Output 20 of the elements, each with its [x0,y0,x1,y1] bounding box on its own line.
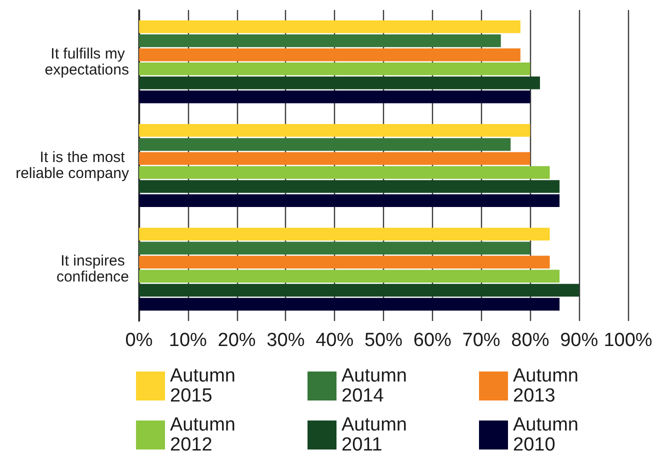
x-tick-label: 20% [218,330,256,351]
y-tick-label: It inspires confidence [56,252,129,286]
legend-label: Autumn 2015 [170,366,241,406]
x-tick-label: 70% [462,330,500,351]
x-tick-label: 30% [266,330,305,351]
x-tick-label: 0% [125,330,153,351]
x-tick-label: 60% [413,330,452,351]
legend-label: Autumn 2013 [513,366,584,406]
x-tick-label: 90% [560,330,598,351]
x-tick-label: 80% [511,330,550,351]
y-tick-label: It fulfills my expectations [44,45,129,78]
x-tick-label: 50% [364,330,403,351]
y-tick-label: It is the most reliable company [16,149,130,182]
x-tick-label: 100% [604,330,652,351]
legend-label: Autumn 2010 [513,414,584,452]
x-tick-label: 10% [168,330,208,351]
legend-label: Autumn 2011 [342,414,412,452]
x-tick-label: 40% [316,330,354,351]
legend-label: Autumn 2014 [342,366,412,406]
legend-label: Autumn 2012 [170,414,241,452]
